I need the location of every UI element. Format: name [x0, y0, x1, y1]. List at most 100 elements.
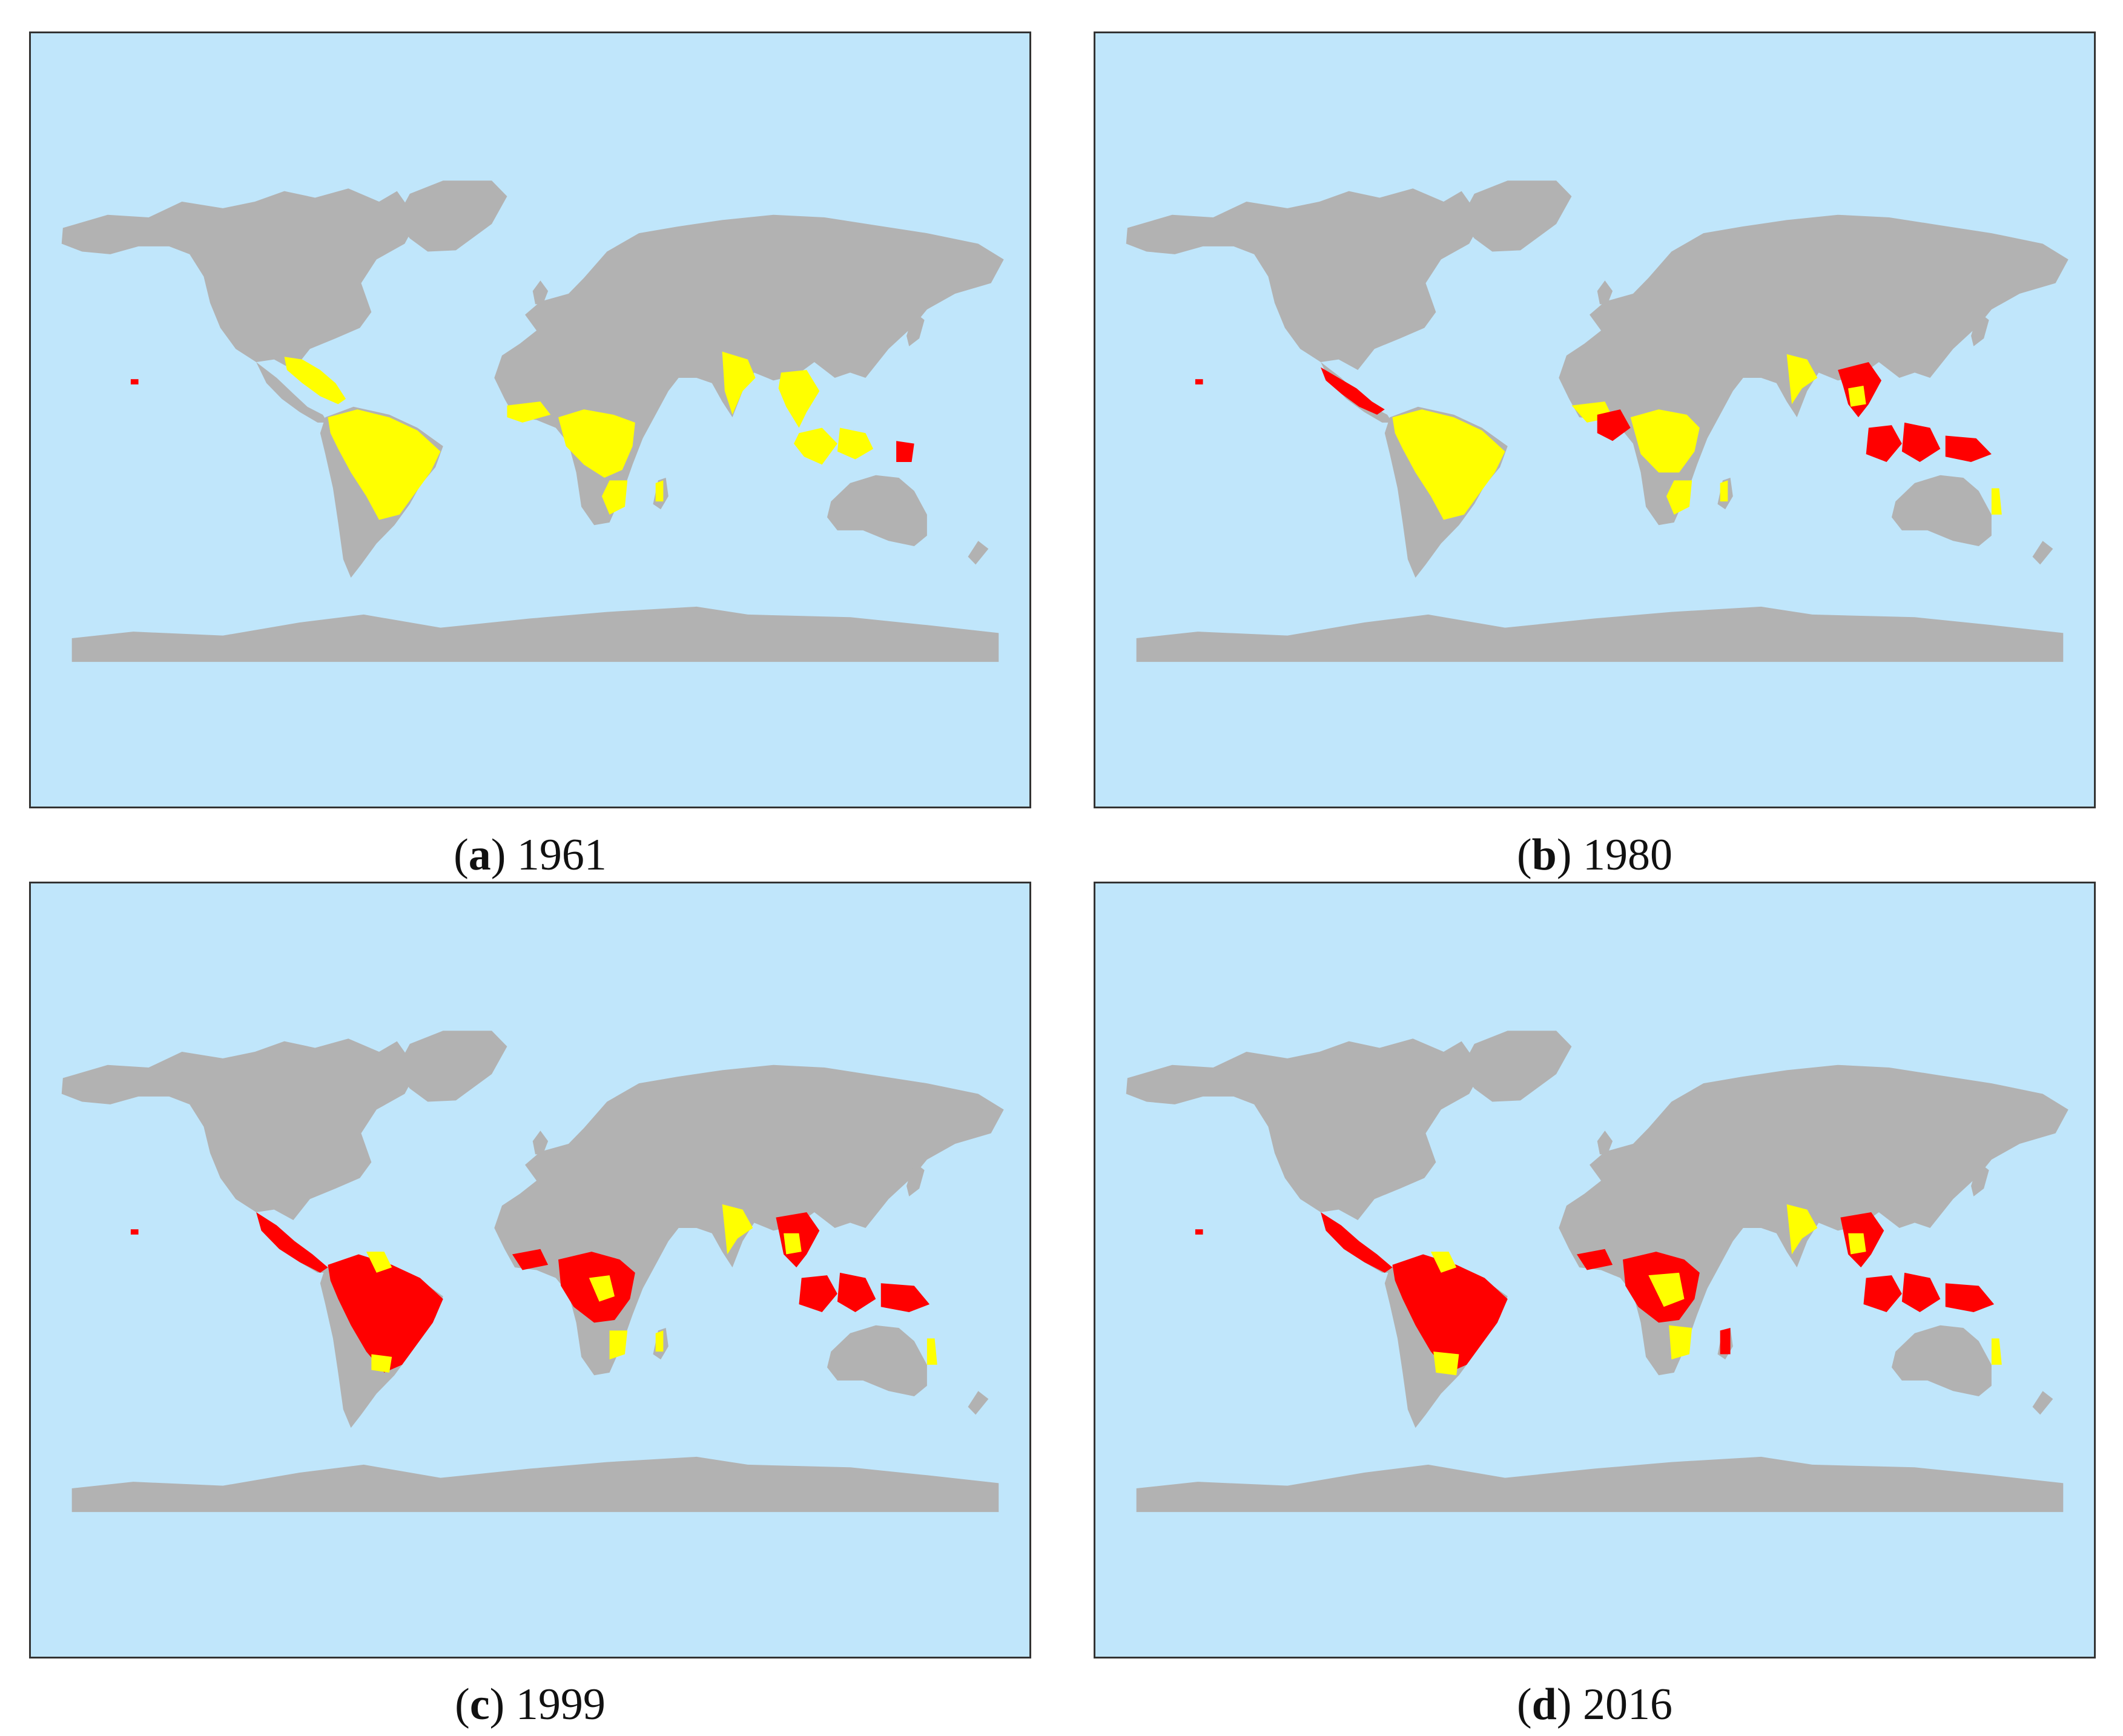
- forest-region-yellow: [1669, 1325, 1692, 1360]
- forest-region-red: [512, 1249, 549, 1270]
- caption-year-b: 1980: [1582, 830, 1672, 880]
- land-new-zealand: [968, 541, 989, 565]
- land-uk: [532, 1130, 549, 1155]
- land-uk: [1597, 1130, 1613, 1155]
- land-uk: [532, 280, 549, 305]
- forest-region-yellow: [1991, 488, 2002, 515]
- land-uk: [1597, 280, 1613, 305]
- forest-region-red: [1597, 409, 1631, 441]
- land-central-america: [256, 361, 328, 423]
- land-greenland: [395, 180, 507, 252]
- forest-region-red: [1195, 379, 1203, 384]
- forest-region-red: [880, 1283, 930, 1312]
- forest-region-yellow: [1433, 1352, 1459, 1376]
- land-north-america: [1126, 188, 1482, 370]
- map-d: [1094, 882, 2096, 1658]
- land-japan: [1971, 312, 1989, 346]
- forest-region-yellow: [328, 409, 441, 520]
- forest-region-yellow: [1630, 409, 1700, 473]
- world-map-d: [1095, 883, 2094, 1657]
- land-greenland: [395, 1031, 507, 1102]
- land-greenland: [1460, 180, 1572, 252]
- forest-region-yellow: [1392, 409, 1505, 520]
- forest-region-yellow: [926, 1338, 937, 1365]
- forest-region-yellow: [722, 351, 756, 415]
- land-north-america: [61, 1038, 418, 1220]
- land-new-zealand: [2032, 1391, 2053, 1415]
- land-australia: [827, 1325, 927, 1396]
- caption-d: (d) 2016: [1517, 1680, 1672, 1729]
- forest-region-yellow: [1848, 386, 1866, 407]
- forest-region-red: [1901, 422, 1941, 462]
- forest-region-red: [130, 1229, 139, 1235]
- forest-region-yellow: [366, 1252, 392, 1273]
- forest-region-red: [256, 1212, 328, 1273]
- forest-region-red: [1576, 1249, 1613, 1270]
- forest-region-yellow: [722, 1204, 753, 1255]
- forest-region-red: [1945, 1283, 1995, 1312]
- land-north-america: [1126, 1038, 1482, 1220]
- forest-region-yellow: [589, 1275, 615, 1302]
- forest-region-yellow: [558, 409, 635, 478]
- caption-letter-b: b: [1531, 830, 1557, 880]
- forest-region-red: [130, 379, 139, 384]
- land-antarctica: [71, 1456, 999, 1513]
- forest-region-yellow: [1430, 1252, 1457, 1273]
- world-map-a: [31, 33, 1029, 807]
- forest-region-yellow: [1991, 1338, 2002, 1365]
- forest-region-yellow: [784, 1233, 802, 1255]
- forest-region-red: [799, 1275, 837, 1312]
- map-c: [29, 882, 1031, 1658]
- land-north-america: [61, 188, 418, 370]
- caption-letter-c: c: [469, 1680, 490, 1729]
- caption-c: (c) 1999: [455, 1680, 606, 1729]
- forest-region-red: [1321, 367, 1385, 415]
- forest-region-yellow: [284, 357, 346, 404]
- forest-region-yellow: [1786, 354, 1818, 404]
- caption-year-d: 2016: [1582, 1680, 1672, 1729]
- forest-region-red: [1901, 1272, 1941, 1312]
- forest-region-red: [1392, 1254, 1508, 1373]
- land-australia: [1891, 475, 1992, 546]
- map-b: [1094, 31, 2096, 808]
- forest-region-yellow: [601, 480, 628, 515]
- land-japan: [1971, 1162, 1989, 1196]
- caption-b: (b) 1980: [1517, 830, 1672, 880]
- forest-region-yellow: [1648, 1272, 1685, 1307]
- forest-region-yellow: [778, 369, 820, 428]
- forest-region-yellow: [507, 401, 551, 423]
- land-antarctica: [71, 606, 999, 662]
- land-new-zealand: [2032, 541, 2053, 565]
- forest-region-red: [1195, 1229, 1203, 1235]
- forest-region-red: [1321, 1212, 1393, 1273]
- forest-region-yellow: [1720, 480, 1728, 502]
- forest-region-yellow: [655, 480, 664, 502]
- map-a: [29, 31, 1031, 808]
- forest-region-red: [1863, 1275, 1902, 1312]
- land-new-zealand: [968, 1391, 989, 1415]
- forest-region-yellow: [655, 1330, 664, 1352]
- forest-region-yellow: [837, 427, 874, 460]
- ocean: [1095, 883, 2094, 1657]
- ocean: [31, 883, 1029, 1657]
- land-japan: [906, 312, 925, 346]
- land-antarctica: [1136, 1456, 2064, 1513]
- forest-region-yellow: [1786, 1204, 1818, 1255]
- caption-letter-d: d: [1531, 1680, 1557, 1729]
- land-greenland: [1460, 1031, 1572, 1102]
- forest-region-red: [1720, 1328, 1731, 1355]
- land-australia: [827, 475, 927, 546]
- forest-region-red: [328, 1254, 443, 1373]
- caption-year-a: 1961: [517, 830, 607, 880]
- land-japan: [906, 1162, 925, 1196]
- forest-region-red: [837, 1272, 876, 1312]
- forest-region-yellow: [1848, 1233, 1866, 1255]
- land-central-america: [1321, 361, 1393, 423]
- forest-region-yellow: [1666, 480, 1692, 515]
- world-map-c: [31, 883, 1029, 1657]
- forest-region-yellow: [794, 427, 837, 465]
- forest-region-red: [1866, 425, 1902, 462]
- caption-year-c: 1999: [515, 1680, 606, 1729]
- world-map-b: [1095, 33, 2094, 807]
- forest-region-yellow: [609, 1330, 628, 1360]
